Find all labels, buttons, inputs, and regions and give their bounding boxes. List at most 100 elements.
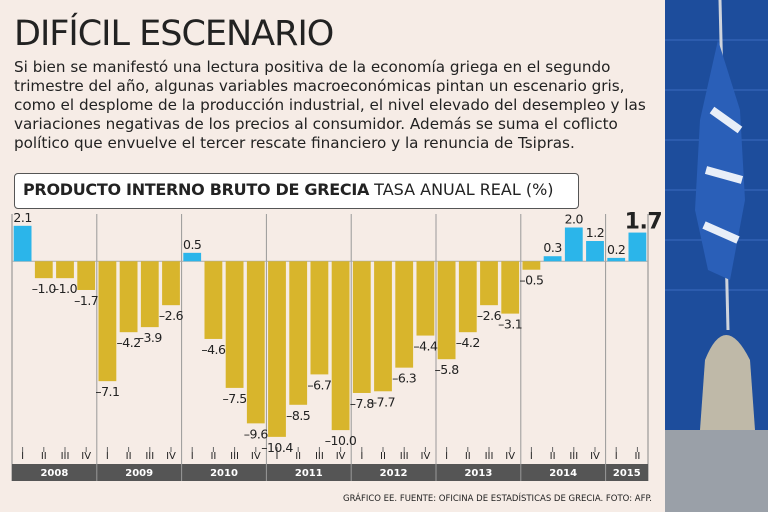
- x-tick-label: II: [550, 451, 556, 462]
- bar: [458, 261, 477, 333]
- chart-header: PRODUCTO INTERNO BRUTO DE GRECIA TASA AN…: [14, 173, 579, 209]
- value-label: –3.1: [498, 317, 522, 332]
- value-label: 1.2: [586, 225, 604, 240]
- x-tick-label: IV: [590, 451, 600, 462]
- bar: [564, 227, 583, 262]
- bar: [416, 261, 435, 336]
- bar: [77, 261, 96, 290]
- x-tick-label: I: [21, 451, 24, 462]
- x-tick-label: II: [465, 451, 471, 462]
- x-tick-label: I: [360, 451, 363, 462]
- value-label: –10.0: [325, 433, 357, 448]
- value-label: –7.5: [223, 391, 247, 406]
- value-label: –3.9: [138, 330, 163, 345]
- bar: [480, 261, 498, 306]
- source: GRÁFICO EE. FUENTE: OFICINA DE ESTADÍSTI…: [342, 494, 652, 504]
- bar: [268, 261, 286, 437]
- value-label: 0.5: [183, 237, 201, 252]
- x-tick-label: IV: [336, 451, 346, 462]
- x-tick-label: III: [315, 451, 324, 462]
- bar: [140, 261, 159, 328]
- value-label: 0.2: [607, 242, 625, 257]
- x-tick-label: IV: [421, 451, 431, 462]
- year-label: 2013: [464, 468, 492, 479]
- x-tick-label: IV: [166, 451, 176, 462]
- value-label: –4.4: [413, 339, 438, 354]
- x-tick-label: II: [295, 451, 301, 462]
- value-label: 0.3: [543, 240, 561, 255]
- bar: [225, 261, 244, 388]
- bar: [204, 261, 223, 339]
- bar: [586, 241, 604, 262]
- x-tick-label: II: [126, 451, 132, 462]
- bar: [352, 261, 371, 393]
- year-label: 2015: [613, 468, 641, 479]
- x-tick-label: III: [145, 451, 154, 462]
- bar: [34, 261, 53, 279]
- x-tick-label: II: [41, 451, 47, 462]
- x-tick-label: III: [485, 451, 494, 462]
- value-label: –0.5: [519, 273, 543, 288]
- value-label: –8.5: [286, 408, 310, 423]
- value-label: –7.1: [95, 384, 119, 399]
- x-tick-label: I: [106, 451, 109, 462]
- statue: [700, 335, 755, 430]
- bar: [183, 252, 202, 262]
- x-tick-label: I: [191, 451, 194, 462]
- x-tick-label: II: [634, 451, 640, 462]
- value-label: –6.3: [392, 371, 416, 386]
- bar: [310, 261, 329, 375]
- value-label: –2.6: [159, 308, 184, 323]
- bar: [395, 261, 414, 368]
- x-tick-label: III: [569, 451, 578, 462]
- x-tick-label: III: [230, 451, 239, 462]
- bar: [119, 261, 138, 333]
- value-label: –5.8: [435, 362, 460, 377]
- value-label: –1.0: [53, 281, 78, 296]
- x-tick-label: III: [400, 451, 409, 462]
- year-label: 2014: [549, 468, 577, 479]
- year-label: 2010: [210, 468, 238, 479]
- chart-title: PRODUCTO INTERNO BRUTO DE GRECIA: [23, 180, 370, 199]
- x-tick-label: I: [530, 451, 533, 462]
- flag-stripes: [702, 106, 744, 244]
- x-tick-label: I: [276, 451, 279, 462]
- x-tick-label: IV: [251, 451, 261, 462]
- value-label: –4.6: [201, 342, 226, 357]
- x-tick-label: II: [210, 451, 216, 462]
- value-label: –1.0: [32, 281, 57, 296]
- x-tick-label: III: [61, 451, 70, 462]
- description: Si bien se manifestó una lectura positiv…: [14, 58, 646, 152]
- value-label: –9.6: [244, 426, 269, 441]
- bar: [374, 261, 392, 392]
- title: DIFÍCIL ESCENARIO: [14, 14, 334, 54]
- value-label: 2.1: [13, 210, 31, 225]
- x-tick-label: IV: [81, 451, 91, 462]
- x-tick-label: I: [615, 451, 618, 462]
- bar: [246, 261, 265, 424]
- flag: [695, 40, 745, 280]
- bar: [56, 261, 74, 279]
- bar: [501, 261, 520, 314]
- value-label: –1.7: [74, 293, 98, 308]
- chart-subtitle: TASA ANUAL REAL (%): [374, 180, 554, 199]
- x-tick-label: IV: [505, 451, 515, 462]
- year-label: 2011: [295, 468, 323, 479]
- x-tick-label: II: [380, 451, 386, 462]
- value-label: –4.2: [456, 335, 480, 350]
- year-label: 2009: [125, 468, 153, 479]
- bar: [437, 261, 456, 360]
- value-label: 2.0: [565, 212, 584, 227]
- bar: [98, 261, 117, 382]
- bar: [522, 261, 541, 270]
- value-label: –6.7: [307, 377, 331, 392]
- building: [665, 430, 768, 512]
- value-label: –10.4: [261, 440, 293, 455]
- value-label: 1.7: [625, 210, 662, 235]
- value-label: –4.2: [117, 335, 141, 350]
- year-band: [12, 464, 648, 481]
- x-tick-label: I: [445, 451, 448, 462]
- bar: [543, 256, 562, 262]
